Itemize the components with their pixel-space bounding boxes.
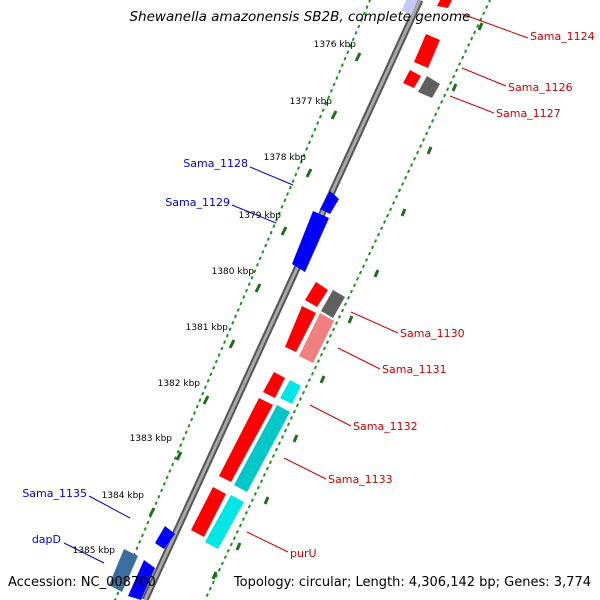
accession-text: Accession: NC_008700 [8, 575, 156, 590]
gene-sama-1132-a[interactable] [263, 372, 285, 398]
gene-purU-a[interactable] [191, 487, 226, 537]
gene-sama-1128[interactable] [320, 191, 339, 214]
tick-1381 [228, 339, 236, 349]
scale-label: 1378 kbp [264, 153, 307, 163]
gene-label-sama-1124[interactable]: Sama_1124 [530, 30, 595, 43]
gene-label-sama-1133[interactable]: Sama_1133 [328, 473, 393, 486]
gene-label-sama-1127[interactable]: Sama_1127 [496, 107, 561, 120]
reverse-gene-labels: Sama_1128 Sama_1129 Sama_1135 dapD [22, 157, 248, 546]
gene-label-sama-1135[interactable]: Sama_1135 [22, 487, 87, 500]
gene-sama-1131[interactable] [299, 313, 334, 363]
gene-sama-1129[interactable] [292, 211, 329, 272]
gene-sama-1127[interactable] [418, 76, 440, 98]
forward-strand-genes [191, 0, 452, 549]
gene-label-sama-1128[interactable]: Sama_1128 [183, 157, 248, 170]
scale-label: 1384 kbp [102, 491, 145, 501]
gene-purU[interactable] [205, 495, 244, 549]
scale-label: 1379 kbp [239, 211, 282, 221]
genome-backbone [141, 0, 424, 600]
gene-label-sama-1132[interactable]: Sama_1132 [353, 420, 418, 433]
tick-1380 [254, 283, 262, 293]
tick-1377 [330, 110, 338, 120]
scale-labels: 1376 kbp 1377 kbp 1378 kbp 1379 kbp 1380… [73, 40, 357, 556]
gene-label-sama-1126[interactable]: Sama_1126 [508, 81, 573, 94]
scale-label: 1380 kbp [212, 267, 255, 277]
scale-label: 1377 kbp [290, 97, 333, 107]
gene-sama-1132-b[interactable] [219, 398, 273, 482]
gene-sama-1130-a[interactable] [305, 282, 328, 307]
major-ticks-outer [211, 22, 484, 580]
gene-dapd[interactable] [109, 549, 138, 592]
topology-summary: Topology: circular; Length: 4,306,142 bp… [233, 575, 591, 590]
tick-1382 [202, 395, 210, 405]
scale-label: 1382 kbp [158, 379, 201, 389]
tick-1378 [305, 168, 313, 178]
reverse-strand-genes [109, 0, 418, 600]
scale-ring-outer [204, 0, 491, 600]
tick-1376 [354, 52, 362, 62]
tick-1383 [175, 451, 183, 461]
gene-sama-1130[interactable] [321, 290, 345, 318]
gene-sama-1132[interactable] [280, 380, 301, 404]
gene-label-dapd[interactable]: dapD [32, 533, 61, 546]
tick-1379 [280, 226, 288, 236]
gene-sama-1133[interactable] [234, 405, 290, 492]
gene-label-sama-1129[interactable]: Sama_1129 [165, 196, 230, 209]
scale-label: 1381 kbp [186, 323, 229, 333]
forward-gene-labels: Sama_1124 Sama_1126 Sama_1127 Sama_1130 … [290, 30, 595, 560]
scale-label: 1376 kbp [314, 40, 357, 50]
gene-sama-1126[interactable] [403, 70, 421, 88]
gene-sama-1130-b[interactable] [285, 306, 316, 352]
label-leaders [63, 13, 529, 564]
gene-near-dapd[interactable] [128, 560, 155, 600]
gene-label-sama-1130[interactable]: Sama_1130 [400, 327, 465, 340]
gene-sama-1135[interactable] [155, 526, 175, 549]
scale-label: 1385 kbp [73, 546, 116, 556]
gene-sama-1125[interactable] [414, 34, 440, 68]
tick-1384 [148, 507, 156, 517]
gene-label-sama-1131[interactable]: Sama_1131 [382, 363, 447, 376]
gene-label-purU[interactable]: purU [290, 547, 317, 560]
gene-top-reverse[interactable] [402, 0, 418, 16]
scale-label: 1383 kbp [130, 434, 173, 444]
gene-sama-1124[interactable] [437, 0, 452, 8]
